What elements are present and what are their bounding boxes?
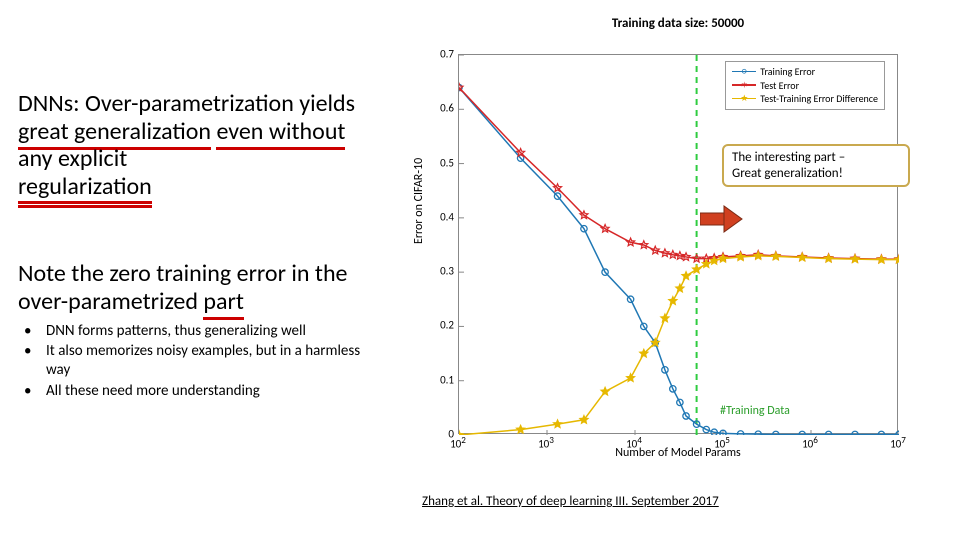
x-tick-label: 106 (802, 435, 818, 451)
legend-item: ○ Training Error (732, 65, 878, 79)
bullet-icon: • (18, 322, 46, 341)
x-tick-label: 103 (538, 435, 554, 451)
training-data-label: #Training Data (720, 404, 790, 418)
y-tick-label: 0.1 (440, 373, 454, 386)
chart-legend: ○ Training Error ✶ Test Error ★ Test-Tra… (725, 61, 885, 110)
y-tick-label: 0.4 (440, 210, 454, 223)
list-item: •DNN forms patterns, thus generalizing w… (18, 322, 378, 341)
heading-note: Note the zero training error in the over… (18, 260, 378, 315)
bullet-list: •DNN forms patterns, thus generalizing w… (18, 322, 378, 401)
y-tick-label: 0.2 (440, 319, 454, 332)
plot-area: ○ Training Error ✶ Test Error ★ Test-Tra… (458, 54, 898, 434)
arrow-icon (700, 204, 744, 234)
x-tick-label: 105 (714, 435, 730, 451)
y-tick-label: 0.5 (440, 156, 454, 169)
heading-text: DNNs: Over-parametrization yields (18, 89, 355, 118)
legend-label: Test-Training Error Difference (760, 92, 878, 106)
legend-item: ★ Test-Training Error Difference (732, 92, 878, 106)
callout-text: Great generalization! (732, 166, 843, 181)
y-axis-label: Error on CIFAR-10 (412, 158, 426, 244)
bullet-icon: • (18, 382, 46, 401)
legend-label: Test Error (760, 79, 799, 93)
heading-text-reg: regularization (18, 173, 152, 205)
heading-main: DNNs: Over-parametrization yields great … (18, 90, 378, 204)
list-item: •All these need more understanding (18, 382, 378, 401)
y-tick-label: 0.6 (440, 102, 454, 115)
chart-svg (459, 55, 899, 435)
heading-text-even: even without (216, 117, 345, 150)
left-column: DNNs: Over-parametrization yields great … (18, 90, 378, 403)
y-tick-label: 0.7 (440, 48, 454, 61)
x-tick-label: 107 (890, 435, 906, 451)
legend-item: ✶ Test Error (732, 79, 878, 93)
y-tick-label: 0.3 (440, 265, 454, 278)
x-tick-label: 104 (626, 435, 642, 451)
citation: Zhang et al. Theory of deep learning III… (422, 494, 719, 509)
x-axis-label: Number of Model Params (458, 446, 898, 460)
x-tick-label: 102 (450, 435, 466, 451)
bullet-icon: • (18, 342, 46, 380)
callout-text: The interesting part – (732, 150, 845, 165)
legend-label: Training Error (760, 65, 815, 79)
list-item: •It also memorizes noisy examples, but i… (18, 342, 378, 380)
chart-title: Training data size: 50000 (400, 16, 956, 31)
chart-panel: Training data size: 50000 Error on CIFAR… (400, 14, 956, 490)
callout-box: The interesting part – Great generalizat… (722, 144, 910, 187)
